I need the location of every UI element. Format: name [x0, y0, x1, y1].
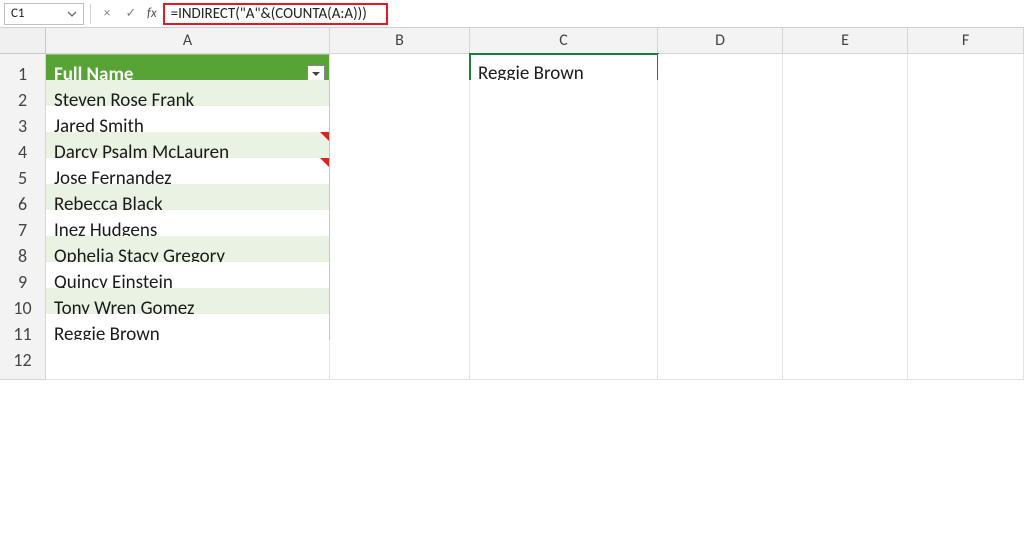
cell-E12[interactable]	[783, 340, 908, 380]
formula-text: =INDIRECT("A"&(COUNTA(A:A)))	[171, 5, 367, 23]
name-box-value: C1	[11, 6, 25, 21]
cell-D12[interactable]	[658, 340, 783, 380]
chevron-down-icon[interactable]	[65, 7, 79, 21]
select-all-corner[interactable]	[0, 28, 46, 54]
col-header-a[interactable]: A	[46, 28, 330, 54]
formula-input[interactable]: =INDIRECT("A"&(COUNTA(A:A)))	[163, 3, 388, 25]
row-header-12[interactable]: 12	[0, 340, 46, 380]
comment-indicator-icon[interactable]	[320, 158, 329, 167]
cancel-button[interactable]: ×	[97, 4, 117, 24]
fx-icon[interactable]: fx	[145, 6, 159, 21]
cell-C12[interactable]	[470, 340, 658, 380]
enter-button[interactable]: ✓	[121, 4, 141, 24]
comment-indicator-icon[interactable]	[320, 132, 329, 141]
col-header-f[interactable]: F	[908, 28, 1024, 54]
col-header-c[interactable]: C	[470, 28, 658, 54]
name-box[interactable]: C1	[4, 3, 84, 25]
spreadsheet-grid[interactable]: ABCDEF1Full NameReggie Brown2Steven Rose…	[0, 28, 1024, 366]
cell-B12[interactable]	[330, 340, 470, 380]
col-header-e[interactable]: E	[783, 28, 908, 54]
formula-bar: C1 × ✓ fx =INDIRECT("A"&(COUNTA(A:A)))	[0, 0, 1024, 28]
col-header-b[interactable]: B	[330, 28, 470, 54]
col-header-d[interactable]: D	[658, 28, 783, 54]
cell-A12[interactable]	[46, 340, 330, 380]
separator	[90, 4, 91, 24]
cell-F12[interactable]	[908, 340, 1024, 380]
